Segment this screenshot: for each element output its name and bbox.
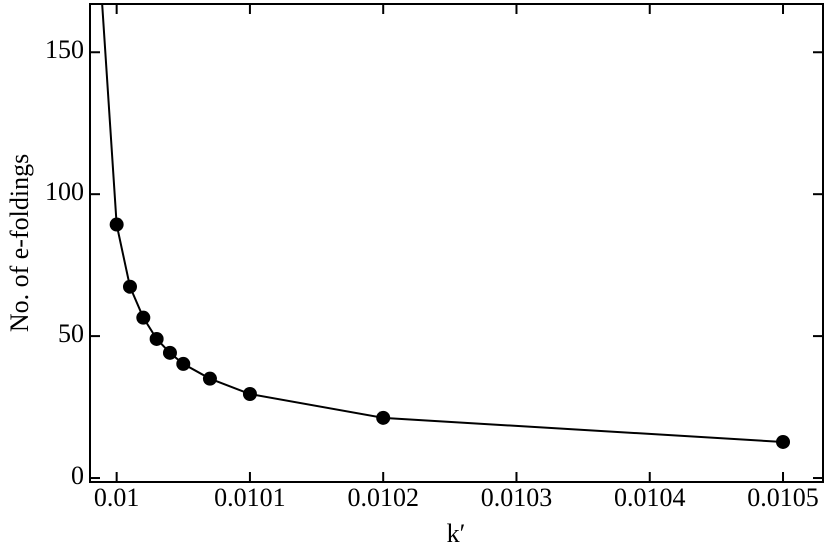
marker bbox=[202, 371, 217, 386]
marker bbox=[136, 310, 151, 325]
y-tick-label: 100 bbox=[45, 177, 84, 206]
marker bbox=[376, 410, 391, 425]
plot-area bbox=[101, 4, 791, 449]
marker bbox=[162, 345, 177, 360]
y-tick-label: 0 bbox=[71, 461, 84, 490]
marker bbox=[122, 279, 137, 294]
marker bbox=[242, 387, 257, 402]
x-tick-label: 0.01 bbox=[94, 483, 140, 512]
x-tick-label: 0.0105 bbox=[747, 483, 819, 512]
marker bbox=[109, 217, 124, 232]
x-tick-label: 0.0101 bbox=[214, 483, 286, 512]
y-axis-label: No. of e-foldings bbox=[5, 154, 34, 332]
x-tick-label: 0.0103 bbox=[481, 483, 553, 512]
x-tick-label: 0.0104 bbox=[614, 483, 686, 512]
plot-frame bbox=[89, 3, 824, 483]
x-tick-label: 0.0102 bbox=[347, 483, 419, 512]
line bbox=[101, 4, 784, 443]
marker bbox=[776, 434, 791, 449]
x-axis-label: k′ bbox=[447, 519, 466, 548]
y-tick-label: 150 bbox=[45, 35, 84, 64]
marker bbox=[176, 356, 191, 371]
y-tick-label: 50 bbox=[58, 319, 84, 348]
marker bbox=[149, 331, 164, 346]
